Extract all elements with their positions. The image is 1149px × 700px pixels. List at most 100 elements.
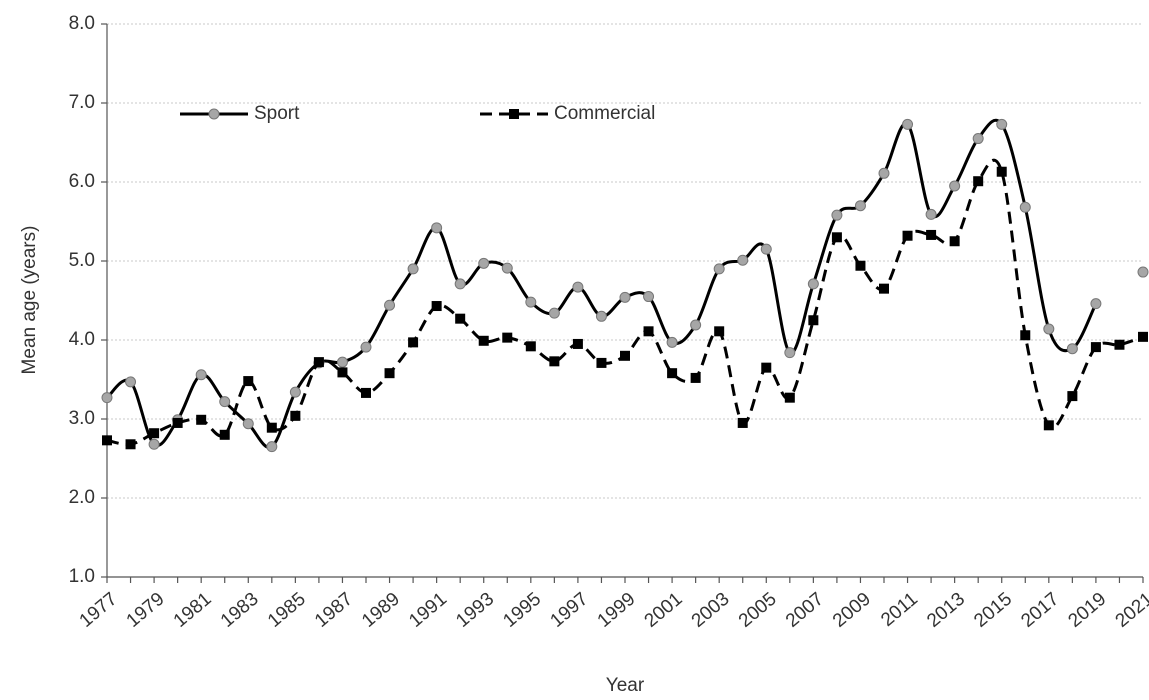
point [996,166,1007,177]
point [313,357,324,368]
point [854,200,866,212]
point [1066,343,1078,355]
point [572,281,584,293]
point [596,357,607,368]
x-tick-label: 2021 [1112,589,1149,632]
point [337,367,348,378]
x-tick-label: 1993 [452,589,498,632]
y-tick-label: 4.0 [69,329,95,350]
y-tick-label: 2.0 [69,487,95,508]
point [1043,420,1054,431]
point [831,209,843,221]
point [525,296,537,308]
point [361,387,371,398]
point [501,262,513,274]
x-tick-label: 1999 [594,589,640,632]
x-tick-label: 2017 [1017,589,1063,632]
point [384,299,396,311]
point [149,428,160,439]
point [831,232,842,243]
y-tick-label: 8.0 [69,13,95,34]
x-tick-label: 1979 [123,589,169,632]
point [1020,330,1031,341]
x-tick-label: 2005 [735,589,781,632]
point [855,260,866,271]
point [807,278,819,290]
point [784,392,795,403]
point [360,341,372,353]
y-tick-label: 3.0 [69,408,95,429]
x-tick-label: 2013 [923,589,969,632]
point [195,369,207,381]
point [1090,298,1102,310]
legend-label: Sport [254,103,300,124]
x-tick-label: 2011 [877,589,922,631]
point [525,341,536,352]
point [761,362,772,373]
point [1137,266,1149,278]
point [196,414,207,425]
point [455,313,466,324]
point [548,307,560,319]
point [902,118,914,130]
point [266,422,277,433]
y-tick-label: 7.0 [69,92,95,113]
legend-marker [509,109,519,119]
point [878,167,890,179]
x-tick-label: 2007 [782,589,828,632]
point [784,347,796,359]
point [973,176,984,187]
point [902,230,913,241]
legend-label: Commercial [554,103,655,124]
point [384,368,395,379]
point [643,326,654,337]
point [996,118,1008,130]
point [808,315,819,326]
point [737,254,749,266]
point [690,372,701,383]
y-tick-label: 6.0 [69,171,95,192]
x-tick-label: 1997 [546,589,592,632]
point [690,319,702,331]
x-tick-label: 2001 [641,589,687,632]
x-tick-label: 1977 [76,589,122,632]
x-tick-label: 1987 [311,589,357,632]
point [714,326,725,337]
point [620,350,630,361]
point [595,310,607,322]
point [667,368,678,379]
point [926,229,937,240]
point [266,441,278,453]
point [478,257,490,269]
point [219,429,230,440]
x-tick-label: 2015 [970,589,1016,632]
point [502,332,513,343]
point [243,376,254,387]
point [949,180,961,192]
point [431,301,442,312]
point [125,376,137,388]
x-tick-label: 2019 [1064,589,1110,632]
series-line [105,118,1098,449]
x-tick-label: 1991 [405,589,451,632]
point [407,263,419,275]
point [619,291,631,303]
point [737,417,748,428]
x-tick-label: 1989 [358,589,404,632]
point [454,278,466,290]
y-tick-label: 1.0 [69,566,95,587]
x-tick-label: 1985 [264,589,310,632]
point [1114,339,1125,350]
point [643,291,655,303]
y-tick-label: 5.0 [69,250,95,271]
x-tick-label: 1981 [170,589,216,632]
point [125,439,136,450]
point [1067,391,1078,402]
point [172,417,183,428]
point [478,335,489,346]
legend-marker [208,108,220,120]
point [572,338,583,349]
point [431,222,443,234]
point [336,356,348,368]
